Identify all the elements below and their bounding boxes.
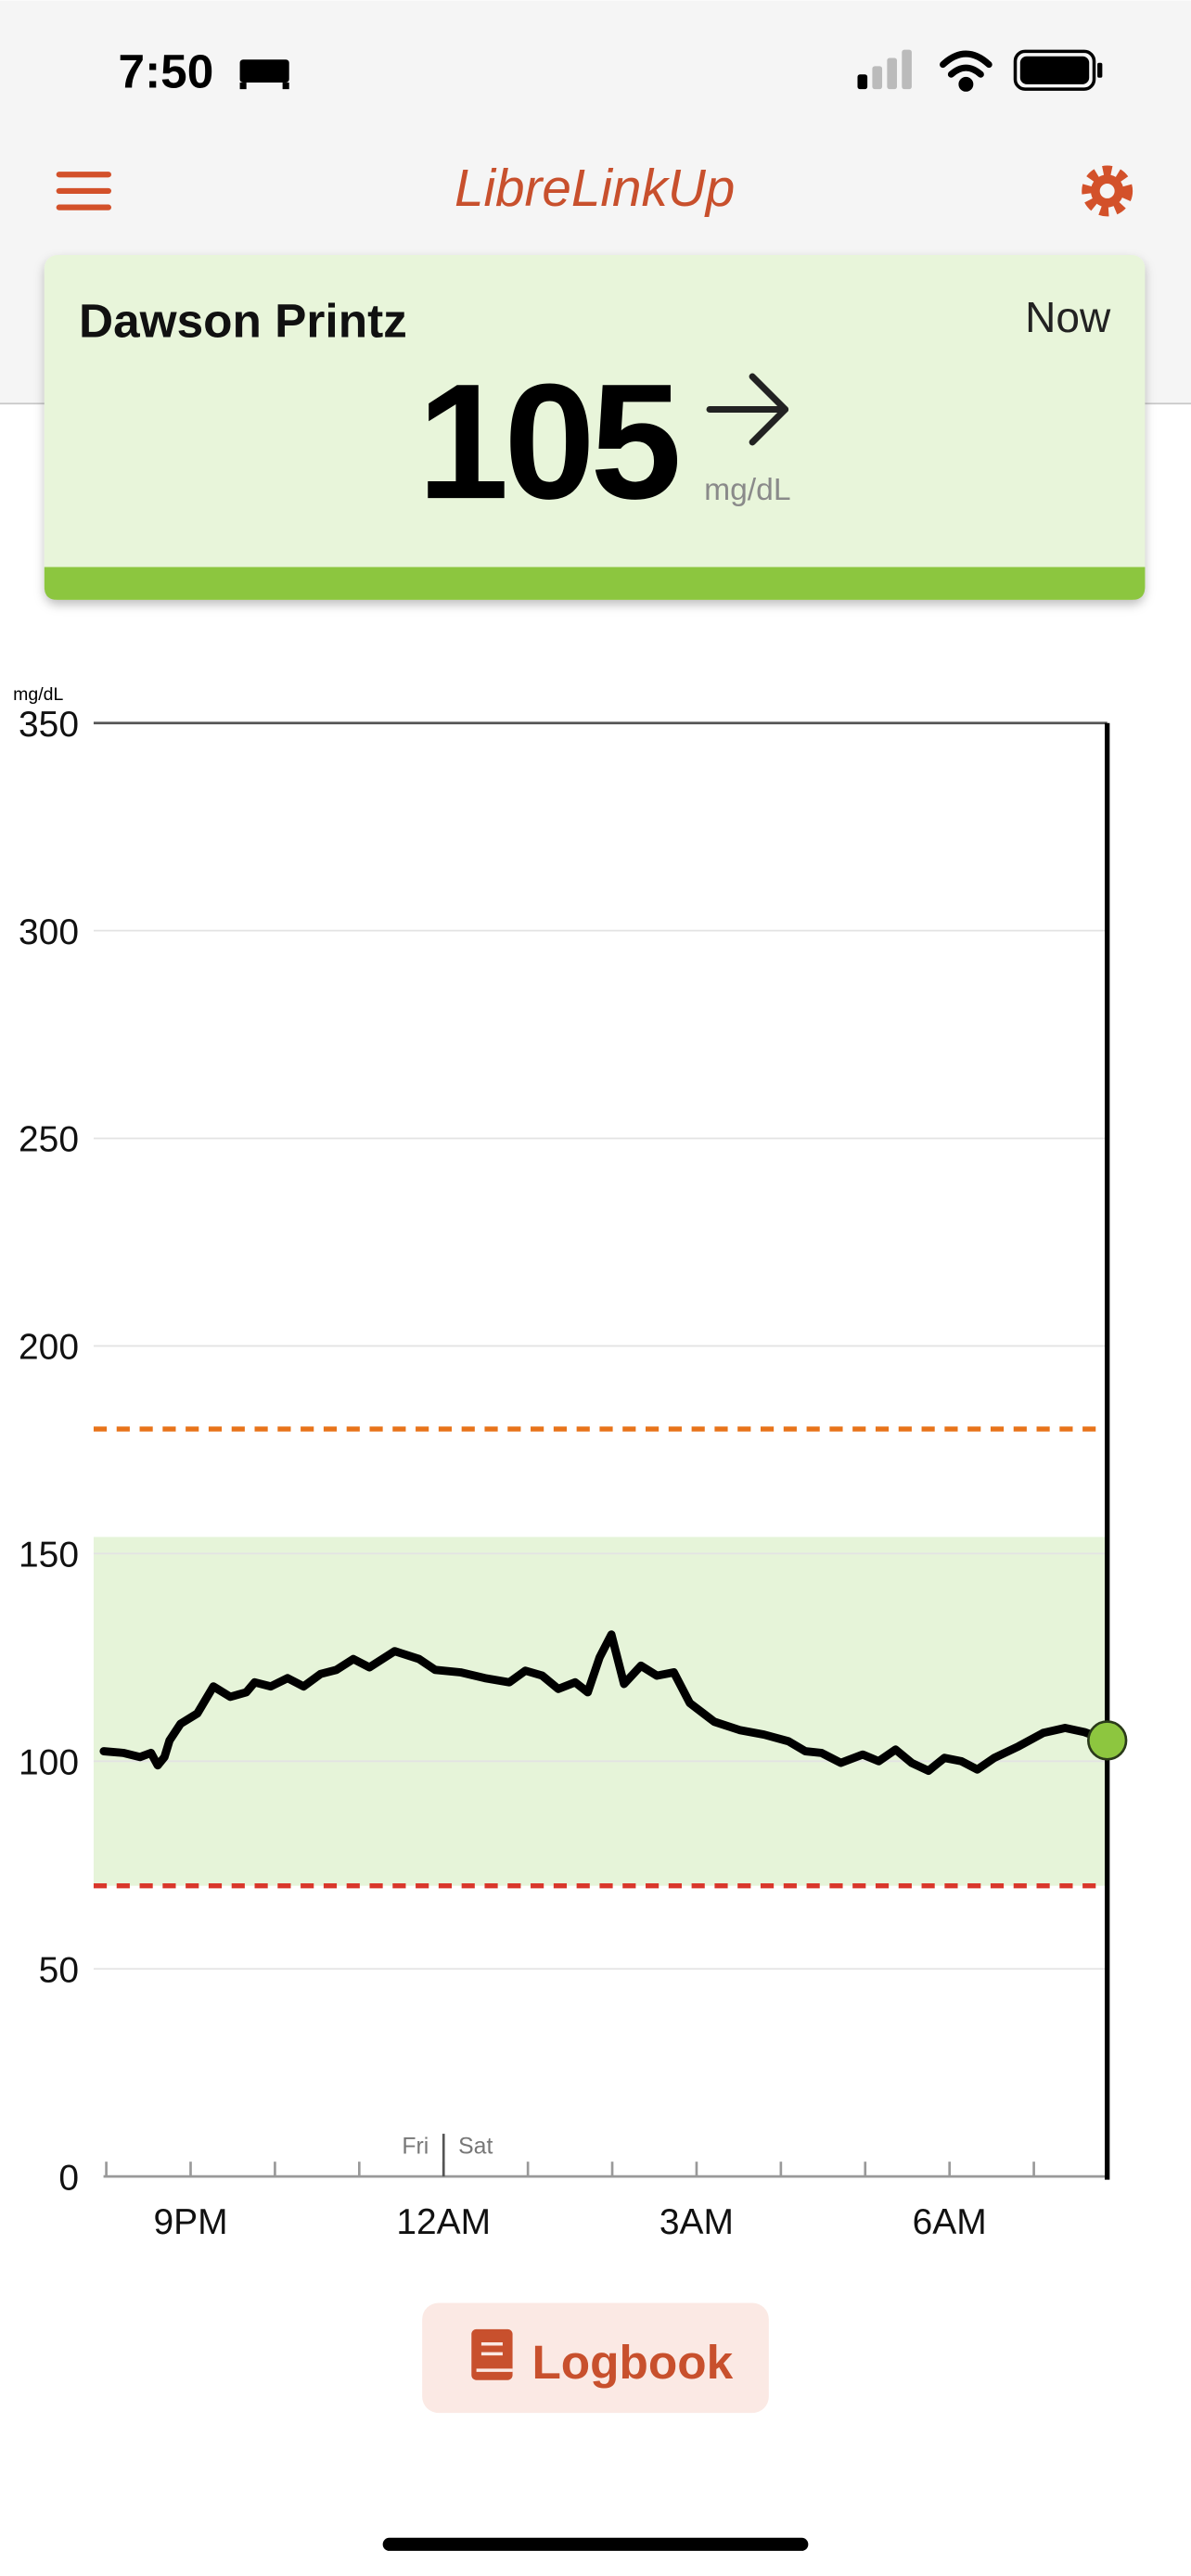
glucose-chart: mg/dL 0 50 100 150 200 250 300 350 9PM 12AM 3AM 6AM… [13, 684, 1128, 2242]
patient-card[interactable]: Dawson Printz Now 105 mg/dL [44, 255, 1146, 600]
y-tick-label: 200 [19, 1328, 79, 1368]
glucose-line [99, 1630, 1112, 1776]
y-tick-label: 350 [19, 705, 79, 745]
card-status-bar [44, 567, 1146, 600]
logbook-button[interactable]: Logbook [422, 2302, 769, 2414]
x-tick-label: 6AM [913, 2202, 987, 2242]
menu-button[interactable] [56, 172, 111, 210]
day-label: Fri [402, 2134, 429, 2159]
signal-icon [857, 49, 912, 90]
card-background [44, 255, 1146, 600]
app-title: LibreLinkUp [455, 159, 735, 218]
y-tick-label: 50 [39, 1950, 79, 1990]
trend-arrow [706, 373, 789, 446]
x-tick-label: 9PM [153, 2202, 227, 2242]
y-tick-label: 300 [19, 912, 79, 952]
glucose-unit: mg/dL [704, 473, 790, 507]
y-axis-label: mg/dL [13, 684, 63, 705]
x-tick-label: 12AM [396, 2202, 491, 2242]
y-tick-label: 0 [58, 2158, 79, 2198]
target-range [93, 1537, 1108, 1886]
logbook-label: Logbook [531, 2336, 733, 2389]
day-label: Sat [458, 2134, 493, 2159]
y-tick-label: 100 [19, 1742, 79, 1782]
patient-name: Dawson Printz [79, 295, 407, 348]
home-indicator [382, 2537, 809, 2551]
settings-button[interactable] [1082, 165, 1133, 217]
status-time: 7:50 [119, 45, 214, 97]
current-reading-dot [1086, 1720, 1128, 1761]
y-tick-label: 150 [19, 1536, 79, 1575]
wifi-icon [940, 50, 992, 92]
x-tick-label: 3AM [660, 2202, 734, 2242]
sleep-icon [239, 59, 289, 90]
battery-icon [1013, 49, 1103, 91]
book-icon [471, 2328, 513, 2380]
y-tick-label: 250 [19, 1120, 79, 1160]
reading-time: Now [1025, 293, 1111, 341]
glucose-value: 105 [417, 350, 677, 533]
